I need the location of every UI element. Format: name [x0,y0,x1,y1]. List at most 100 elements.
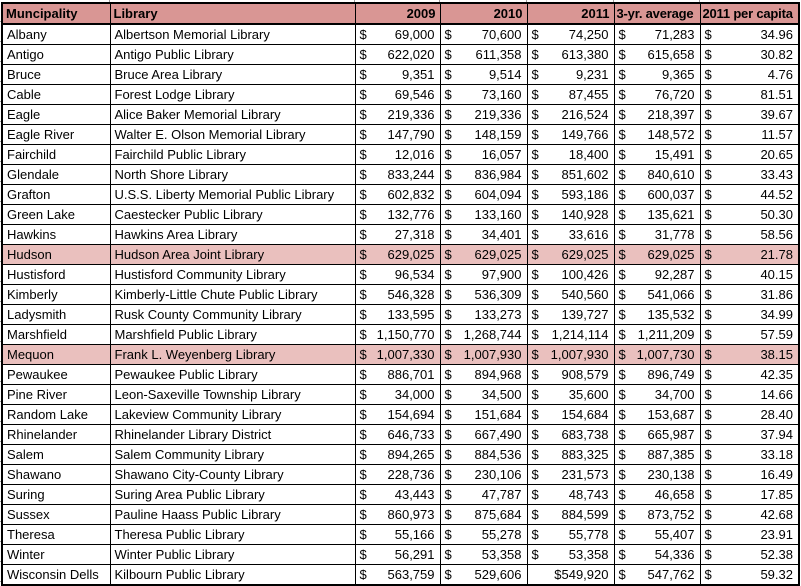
cell-2009[interactable]: $546,328 [354,284,441,305]
cell-2009[interactable]: $622,020 [354,44,441,65]
cell-2011[interactable]: $74,250 [526,23,615,45]
cell-municipality[interactable]: Eagle [1,104,111,125]
cell-avg3yr[interactable]: $230,138 [613,464,701,485]
cell-per_capita[interactable]: $50.30 [699,204,800,225]
cell-per_capita[interactable]: $17.85 [699,484,800,505]
cell-2009[interactable]: $55,166 [354,524,441,545]
cell-library[interactable]: Albertson Memorial Library [109,23,356,45]
cell-municipality[interactable]: Antigo [1,44,111,65]
cell-2009[interactable]: $69,000 [354,23,441,45]
cell-2010[interactable]: $47,787 [439,484,528,505]
cell-avg3yr[interactable]: $34,700 [613,384,701,405]
cell-avg3yr[interactable]: $615,658 [613,44,701,65]
cell-municipality[interactable]: Grafton [1,184,111,205]
cell-per_capita[interactable]: $23.91 [699,524,800,545]
cell-2011[interactable]: $18,400 [526,144,615,165]
cell-2009[interactable]: $154,694 [354,404,441,425]
cell-municipality[interactable]: Kimberly [1,284,111,305]
cell-2009[interactable]: $27,318 [354,224,441,245]
cell-2011[interactable]: $55,778 [526,524,615,545]
cell-2009[interactable]: $602,832 [354,184,441,205]
cell-2011[interactable]: $884,599 [526,504,615,525]
cell-avg3yr[interactable]: $1,007,730 [613,344,701,365]
cell-municipality[interactable]: Mequon [1,344,111,365]
cell-2010[interactable]: $34,401 [439,224,528,245]
cell-avg3yr[interactable]: $135,532 [613,304,701,325]
cell-municipality[interactable]: Suring [1,484,111,505]
cell-2010[interactable]: $230,106 [439,464,528,485]
cell-avg3yr[interactable]: $541,066 [613,284,701,305]
cell-library[interactable]: Shawano City-County Library [109,464,356,485]
cell-municipality[interactable]: Theresa [1,524,111,545]
cell-2011[interactable]: $1,214,114 [526,324,615,345]
cell-library[interactable]: Kilbourn Public Library [109,564,356,586]
cell-2011[interactable]: $149,766 [526,124,615,145]
cell-municipality[interactable]: Ladysmith [1,304,111,325]
cell-2011[interactable]: $883,325 [526,444,615,465]
cell-2009[interactable]: $563,759 [354,564,441,586]
cell-2010[interactable]: $1,007,930 [439,344,528,365]
cell-2009[interactable]: $860,973 [354,504,441,525]
cell-2009[interactable]: $132,776 [354,204,441,225]
cell-2010[interactable]: $529,606 [439,564,528,586]
cell-2009[interactable]: $646,733 [354,424,441,445]
cell-per_capita[interactable]: $57.59 [699,324,800,345]
cell-2010[interactable]: $97,900 [439,264,528,285]
cell-2009[interactable]: $886,701 [354,364,441,385]
cell-avg3yr[interactable]: $55,407 [613,524,701,545]
cell-per_capita[interactable]: $40.15 [699,264,800,285]
cell-municipality[interactable]: Marshfield [1,324,111,345]
cell-per_capita[interactable]: $42.35 [699,364,800,385]
cell-library[interactable]: Bruce Area Library [109,64,356,85]
column-header-2009[interactable]: 2009 [354,2,441,25]
cell-2010[interactable]: $55,278 [439,524,528,545]
cell-municipality[interactable]: Rhinelander [1,424,111,445]
cell-2011[interactable]: $1,007,930 [526,344,615,365]
cell-library[interactable]: Caestecker Public Library [109,204,356,225]
cell-municipality[interactable]: Pewaukee [1,364,111,385]
cell-2009[interactable]: $147,790 [354,124,441,145]
cell-library[interactable]: Kimberly-Little Chute Public Library [109,284,356,305]
cell-2010[interactable]: $836,984 [439,164,528,185]
cell-avg3yr[interactable]: $600,037 [613,184,701,205]
cell-per_capita[interactable]: $52.38 [699,544,800,565]
cell-2009[interactable]: $1,007,330 [354,344,441,365]
cell-2009[interactable]: $833,244 [354,164,441,185]
cell-2010[interactable]: $73,160 [439,84,528,105]
cell-2009[interactable]: $629,025 [354,244,441,265]
cell-per_capita[interactable]: $34.99 [699,304,800,325]
cell-municipality[interactable]: Green Lake [1,204,111,225]
cell-2011[interactable]: $629,025 [526,244,615,265]
cell-municipality[interactable]: Bruce [1,64,111,85]
cell-municipality[interactable]: Eagle River [1,124,111,145]
cell-2010[interactable]: $9,514 [439,64,528,85]
cell-avg3yr[interactable]: $887,385 [613,444,701,465]
cell-per_capita[interactable]: $30.82 [699,44,800,65]
cell-2010[interactable]: $16,057 [439,144,528,165]
cell-municipality[interactable]: Sussex [1,504,111,525]
cell-municipality[interactable]: Pine River [1,384,111,405]
cell-2011[interactable]: $851,602 [526,164,615,185]
cell-2011[interactable]: $154,684 [526,404,615,425]
cell-2009[interactable]: $96,534 [354,264,441,285]
cell-library[interactable]: Lakeview Community Library [109,404,356,425]
cell-2011[interactable]: $613,380 [526,44,615,65]
cell-2009[interactable]: $1,150,770 [354,324,441,345]
cell-2011[interactable]: $540,560 [526,284,615,305]
column-header-2011-per-capita[interactable]: 2011 per capita [699,2,800,25]
cell-library[interactable]: Leon-Saxeville Township Library [109,384,356,405]
cell-2010[interactable]: $884,536 [439,444,528,465]
cell-2010[interactable]: $70,600 [439,23,528,45]
cell-per_capita[interactable]: $20.65 [699,144,800,165]
cell-2011[interactable]: $35,600 [526,384,615,405]
cell-2009[interactable]: $43,443 [354,484,441,505]
cell-2009[interactable]: $219,336 [354,104,441,125]
cell-library[interactable]: Hustisford Community Library [109,264,356,285]
cell-per_capita[interactable]: $38.15 [699,344,800,365]
cell-municipality[interactable]: Hustisford [1,264,111,285]
cell-2009[interactable]: $69,546 [354,84,441,105]
cell-avg3yr[interactable]: $46,658 [613,484,701,505]
cell-per_capita[interactable]: $81.51 [699,84,800,105]
cell-2009[interactable]: $12,016 [354,144,441,165]
cell-2011[interactable]: $140,928 [526,204,615,225]
